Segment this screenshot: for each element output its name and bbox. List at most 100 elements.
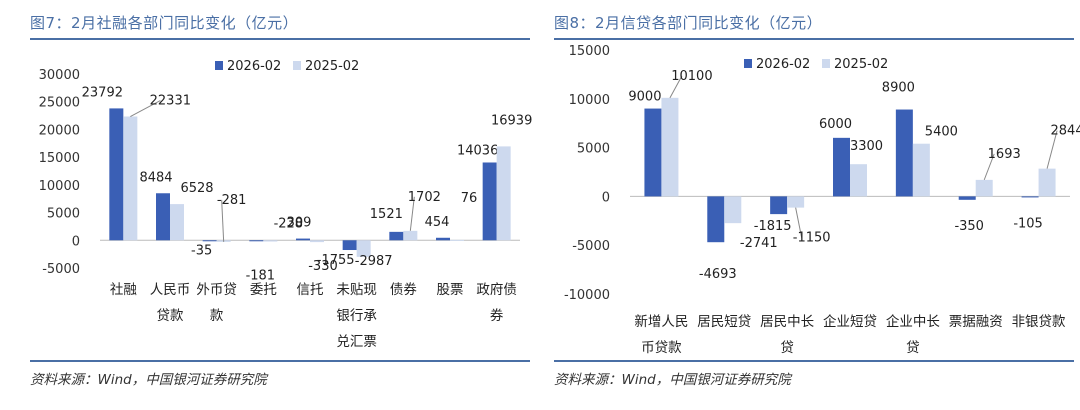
left-source-rule [30,360,530,362]
data-label: 454 [425,215,450,230]
data-label: -181 [246,268,276,283]
category-label: 外币贷 [196,282,237,298]
category-label: 信托 [297,282,324,298]
data-label: 76 [461,191,478,206]
data-label: -228 [274,217,304,232]
data-label-leader-line [669,75,683,99]
data-label: 16939 [491,113,532,128]
data-label: -4693 [699,267,737,282]
data-label-leader-line [130,100,161,117]
category-label: 债券 [390,282,417,298]
right-source-note: 资料来源：Wind，中国银河证券研究院 [554,372,791,388]
bar-2026-02 [249,240,264,242]
data-label: -105 [1013,216,1043,231]
data-label: 6000 [819,117,852,132]
y-tick-label: 10000 [39,179,80,194]
bar-2026-02 [296,238,310,241]
bar-2025-02 [787,196,805,208]
bar-2025-02 [403,230,418,241]
bar-2025-02 [450,239,464,241]
y-tick-label: 5000 [577,142,610,157]
bar-2026-02 [109,108,124,241]
data-label: 5400 [925,125,958,140]
bar-2025-02 [1038,168,1056,197]
category-label: 贷 [906,340,920,356]
bar-2026-02 [958,196,976,200]
bar-2025-02 [912,143,930,197]
legend-swatch-2026-02 [744,59,752,68]
category-label: 政府债 [476,282,517,298]
data-label: -350 [954,219,984,234]
bar-2025-02 [170,204,184,241]
bar-2025-02 [724,196,742,224]
bar-2025-02 [496,146,511,241]
data-label: 14036 [457,143,498,158]
bar-2026-02 [770,196,788,215]
category-label: 委托 [250,282,277,298]
left-title-rule [30,38,530,40]
category-label: 非银贷款 [1012,314,1066,330]
data-label: 8900 [882,81,915,96]
category-label: 币贷款 [641,340,682,356]
data-label-leader-line [409,196,415,231]
legend-swatch-2025-02 [822,59,830,68]
left-source-note: 资料来源：Wind，中国银河证券研究院 [30,372,267,388]
data-label: 22331 [150,94,191,109]
data-label: -330 [308,259,338,274]
bar-2025-02 [661,97,679,197]
right-source-rule [554,360,1074,362]
left-chart-title: 图7：2月社融各部门同比变化（亿元） [30,14,299,32]
data-label: 9000 [628,90,661,105]
data-label-leader-line [795,207,803,238]
bar-2025-02 [975,179,993,197]
legend-label-2026-02: 2026-02 [227,59,281,74]
category-label: 银行承 [336,308,377,324]
y-tick-label: -10000 [564,288,610,303]
bar-2025-02 [850,164,867,197]
y-tick-label: -5000 [42,262,80,277]
bar-2026-02 [895,109,913,197]
category-label: 企业短贷 [823,313,877,330]
legend-swatch-2025-02 [293,61,301,70]
bar-2026-02 [707,196,725,243]
data-label: 1693 [988,147,1021,162]
data-label: -1150 [793,231,831,246]
category-label: 居民中长 [760,314,814,330]
category-label: 新增人民 [634,314,688,330]
bar-2026-02 [342,240,357,251]
bar-2026-02 [156,193,170,241]
bar-2026-02 [436,237,450,241]
category-label: 未贴现 [336,282,377,298]
right-title-rule [554,38,1074,40]
left-bar-chart: -5000 0 5000 10000 15000 20000 25000 3000023792… [39,59,533,350]
data-label: -35 [191,243,212,258]
bar-2026-02 [833,137,850,197]
bar-2026-02 [389,231,404,241]
data-label: 8484 [139,170,172,185]
category-label: 贷款 [157,308,184,324]
category-label: 兑汇票 [336,334,377,350]
data-label: -1755 [317,253,355,268]
bar-2025-02 [356,240,371,257]
bar-2026-02 [1021,196,1039,198]
right-bar-chart: -10000 -5000 0 5000 10000 15000 9000 10100 新增人民币… [564,44,1080,356]
bar-2026-02 [202,240,217,242]
data-label: -2987 [355,254,393,269]
data-label: -281 [217,193,247,208]
legend-label-2025-02: 2025-02 [305,59,359,74]
right-chart-title: 图8：2月信贷各部门同比变化（亿元） [554,14,823,32]
bar-2026-02 [482,162,497,241]
category-label: 人民币 [150,282,191,298]
y-tick-label: -5000 [572,239,610,254]
bar-2025-02 [123,116,138,241]
data-label: 6528 [180,181,213,196]
data-label: 10100 [671,69,712,84]
data-label-leader-line [221,199,225,242]
y-tick-label: 30000 [39,68,80,83]
data-label: -1815 [754,219,792,234]
category-label: 股票 [437,282,464,298]
legend-swatch-2026-02 [215,61,223,70]
category-label: 券 [490,308,504,324]
y-tick-label: 0 [72,234,80,249]
data-label: -2741 [740,236,778,251]
